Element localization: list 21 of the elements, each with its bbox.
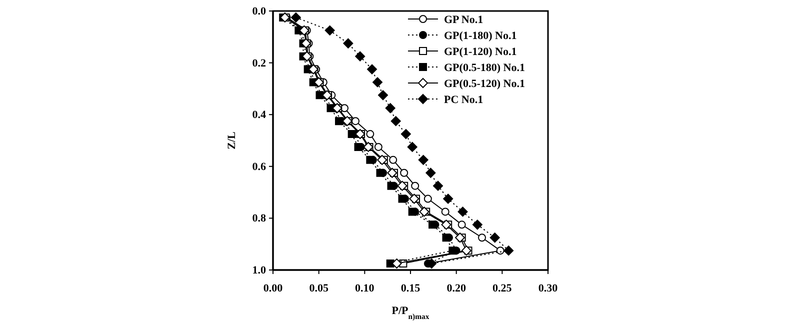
- y-tick-label: 1.0: [252, 264, 266, 277]
- y-tick-label: 0.4: [252, 109, 266, 122]
- legend-label: GP No.1: [444, 14, 484, 26]
- x-tick-label: 0.05: [309, 282, 329, 294]
- legend-label: GP(1-120) No.1: [444, 46, 517, 58]
- y-tick-label: 0.6: [252, 160, 266, 173]
- x-tick-label: 0.15: [400, 282, 421, 294]
- x-axis-title: P/P$_{n)max}$: [392, 305, 430, 320]
- x-tick-label: 0.20: [446, 282, 466, 294]
- y-axis-title: Z/L: [226, 132, 238, 150]
- y-tick-label: 0.2: [252, 57, 266, 70]
- x-tick-label: 0.10: [355, 282, 375, 294]
- y-tick-label: 0.0: [252, 6, 266, 18]
- x-tick-label: 0.00: [263, 282, 284, 294]
- x-tick-label: 0.30: [538, 282, 558, 294]
- x-tick-label: 0.25: [492, 282, 512, 294]
- legend-label: GP(0.5-120) No.1: [444, 78, 525, 90]
- legend-label: GP(0.5-180) No.1: [444, 62, 525, 74]
- legend-label: PC No.1: [444, 94, 484, 106]
- legend-label: GP(1-180) No.1: [444, 30, 517, 42]
- y-tick-label: 0.8: [252, 212, 266, 225]
